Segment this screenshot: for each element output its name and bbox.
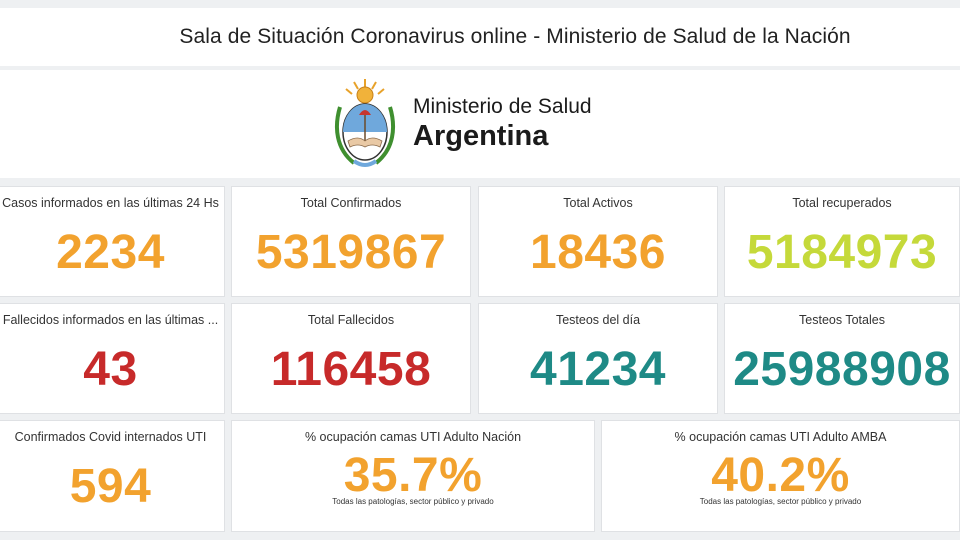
page-title: Sala de Situación Coronavirus online - M… xyxy=(179,25,851,48)
card-label: Testeos Totales xyxy=(799,313,885,327)
card-label: Testeos del día xyxy=(555,313,641,327)
card-label: Confirmados Covid internados UTI xyxy=(14,430,207,444)
card-total-active: Total Activos 18436 xyxy=(478,186,718,297)
card-label: Total Activos xyxy=(563,196,633,210)
card-icu-covid: Confirmados Covid internados UTI 594 xyxy=(0,420,225,532)
card-value: 5319867 xyxy=(255,226,447,279)
card-label: Fallecidos informados en las últimas ... xyxy=(2,313,219,327)
card-label: Total Confirmados xyxy=(300,196,402,210)
card-label: Total recuperados xyxy=(792,196,892,210)
argentina-coat-of-arms-icon xyxy=(334,79,396,167)
card-value: 25988908 xyxy=(733,343,951,396)
logo-line-country: Argentina xyxy=(413,120,549,152)
card-icu-occupancy-amba: % ocupación camas UTI Adulto AMBA 40.2% … xyxy=(601,420,960,532)
card-subtitle: Todas las patologías, sector público y p… xyxy=(332,497,494,506)
logo-line-ministry: Ministerio de Salud xyxy=(413,95,592,118)
card-cases-24h: Casos informados en las últimas 24 Hs 22… xyxy=(0,186,225,297)
card-icu-occupancy-nacion: % ocupación camas UTI Adulto Nación 35.7… xyxy=(231,420,595,532)
card-value: 35.7% xyxy=(343,449,483,502)
card-label: Casos informados en las últimas 24 Hs xyxy=(2,196,219,210)
card-value: 594 xyxy=(69,460,152,513)
card-value: 2234 xyxy=(56,226,165,279)
card-value: 43 xyxy=(83,343,138,396)
card-subtitle: Todas las patologías, sector público y p… xyxy=(699,497,862,506)
card-value: 41234 xyxy=(530,343,666,396)
card-label: Total Fallecidos xyxy=(307,313,395,327)
card-value: 5184973 xyxy=(746,226,938,279)
card-total-tests: Testeos Totales 25988908 xyxy=(724,303,960,414)
card-value: 18436 xyxy=(530,226,666,279)
logo-panel: Ministerio de Salud Argentina xyxy=(0,70,960,178)
card-label: % ocupación camas UTI Adulto Nación xyxy=(304,430,522,444)
card-total-deaths: Total Fallecidos 116458 xyxy=(231,303,471,414)
ministry-logo: Ministerio de Salud Argentina xyxy=(332,76,592,172)
card-value: 40.2% xyxy=(711,449,850,502)
card-total-confirmed: Total Confirmados 5319867 xyxy=(231,186,471,297)
card-deaths-24h: Fallecidos informados en las últimas ...… xyxy=(0,303,225,414)
header-bar: Sala de Situación Coronavirus online - M… xyxy=(0,8,960,66)
card-total-recovered: Total recuperados 5184973 xyxy=(724,186,960,297)
card-label: % ocupación camas UTI Adulto AMBA xyxy=(674,430,887,444)
card-value: 116458 xyxy=(270,343,432,396)
card-tests-day: Testeos del día 41234 xyxy=(478,303,718,414)
